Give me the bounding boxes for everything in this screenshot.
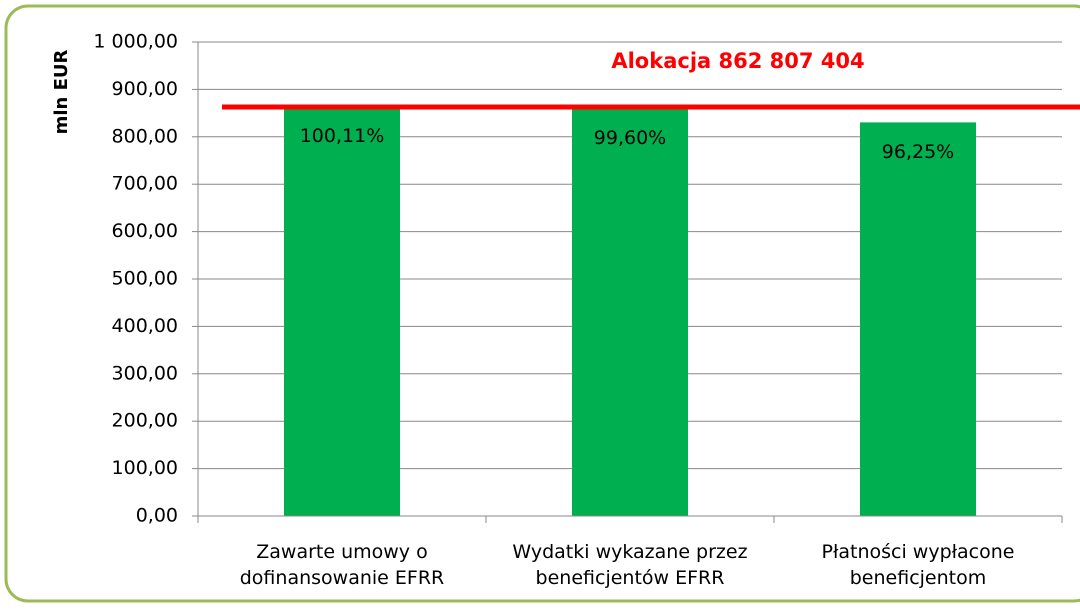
bar [860, 122, 976, 516]
bar-label: 96,25% [882, 141, 954, 163]
bar [572, 108, 688, 516]
y-tick-label: 300,00 [112, 362, 178, 384]
y-tick-label: 800,00 [112, 125, 178, 147]
bar [284, 106, 400, 516]
bar-label: 99,60% [594, 127, 666, 149]
reference-label: Alokacja 862 807 404 [611, 49, 864, 73]
y-tick-label: 100,00 [112, 457, 178, 479]
y-axis-label: mln EUR [51, 49, 72, 134]
y-tick-label: 600,00 [112, 220, 178, 242]
y-tick-label: 400,00 [112, 315, 178, 337]
x-tick-label: Wydatki wykazane przez beneficjentów EFRR [512, 541, 747, 589]
bar-label: 100,11% [300, 125, 385, 147]
y-tick-label: 0,00 [136, 505, 178, 527]
y-tick-label: 1 000,00 [93, 31, 178, 53]
y-tick-label: 700,00 [112, 173, 178, 195]
x-tick-label: Zawarte umowy o dofinansowanie EFRR [240, 541, 444, 589]
y-tick-label: 200,00 [112, 410, 178, 432]
frame [4, 4, 1080, 603]
y-tick-label: 500,00 [112, 268, 178, 290]
y-tick-label: 900,00 [112, 78, 178, 100]
x-tick-label: Płatności wypłacone beneficjentom [822, 541, 1015, 589]
